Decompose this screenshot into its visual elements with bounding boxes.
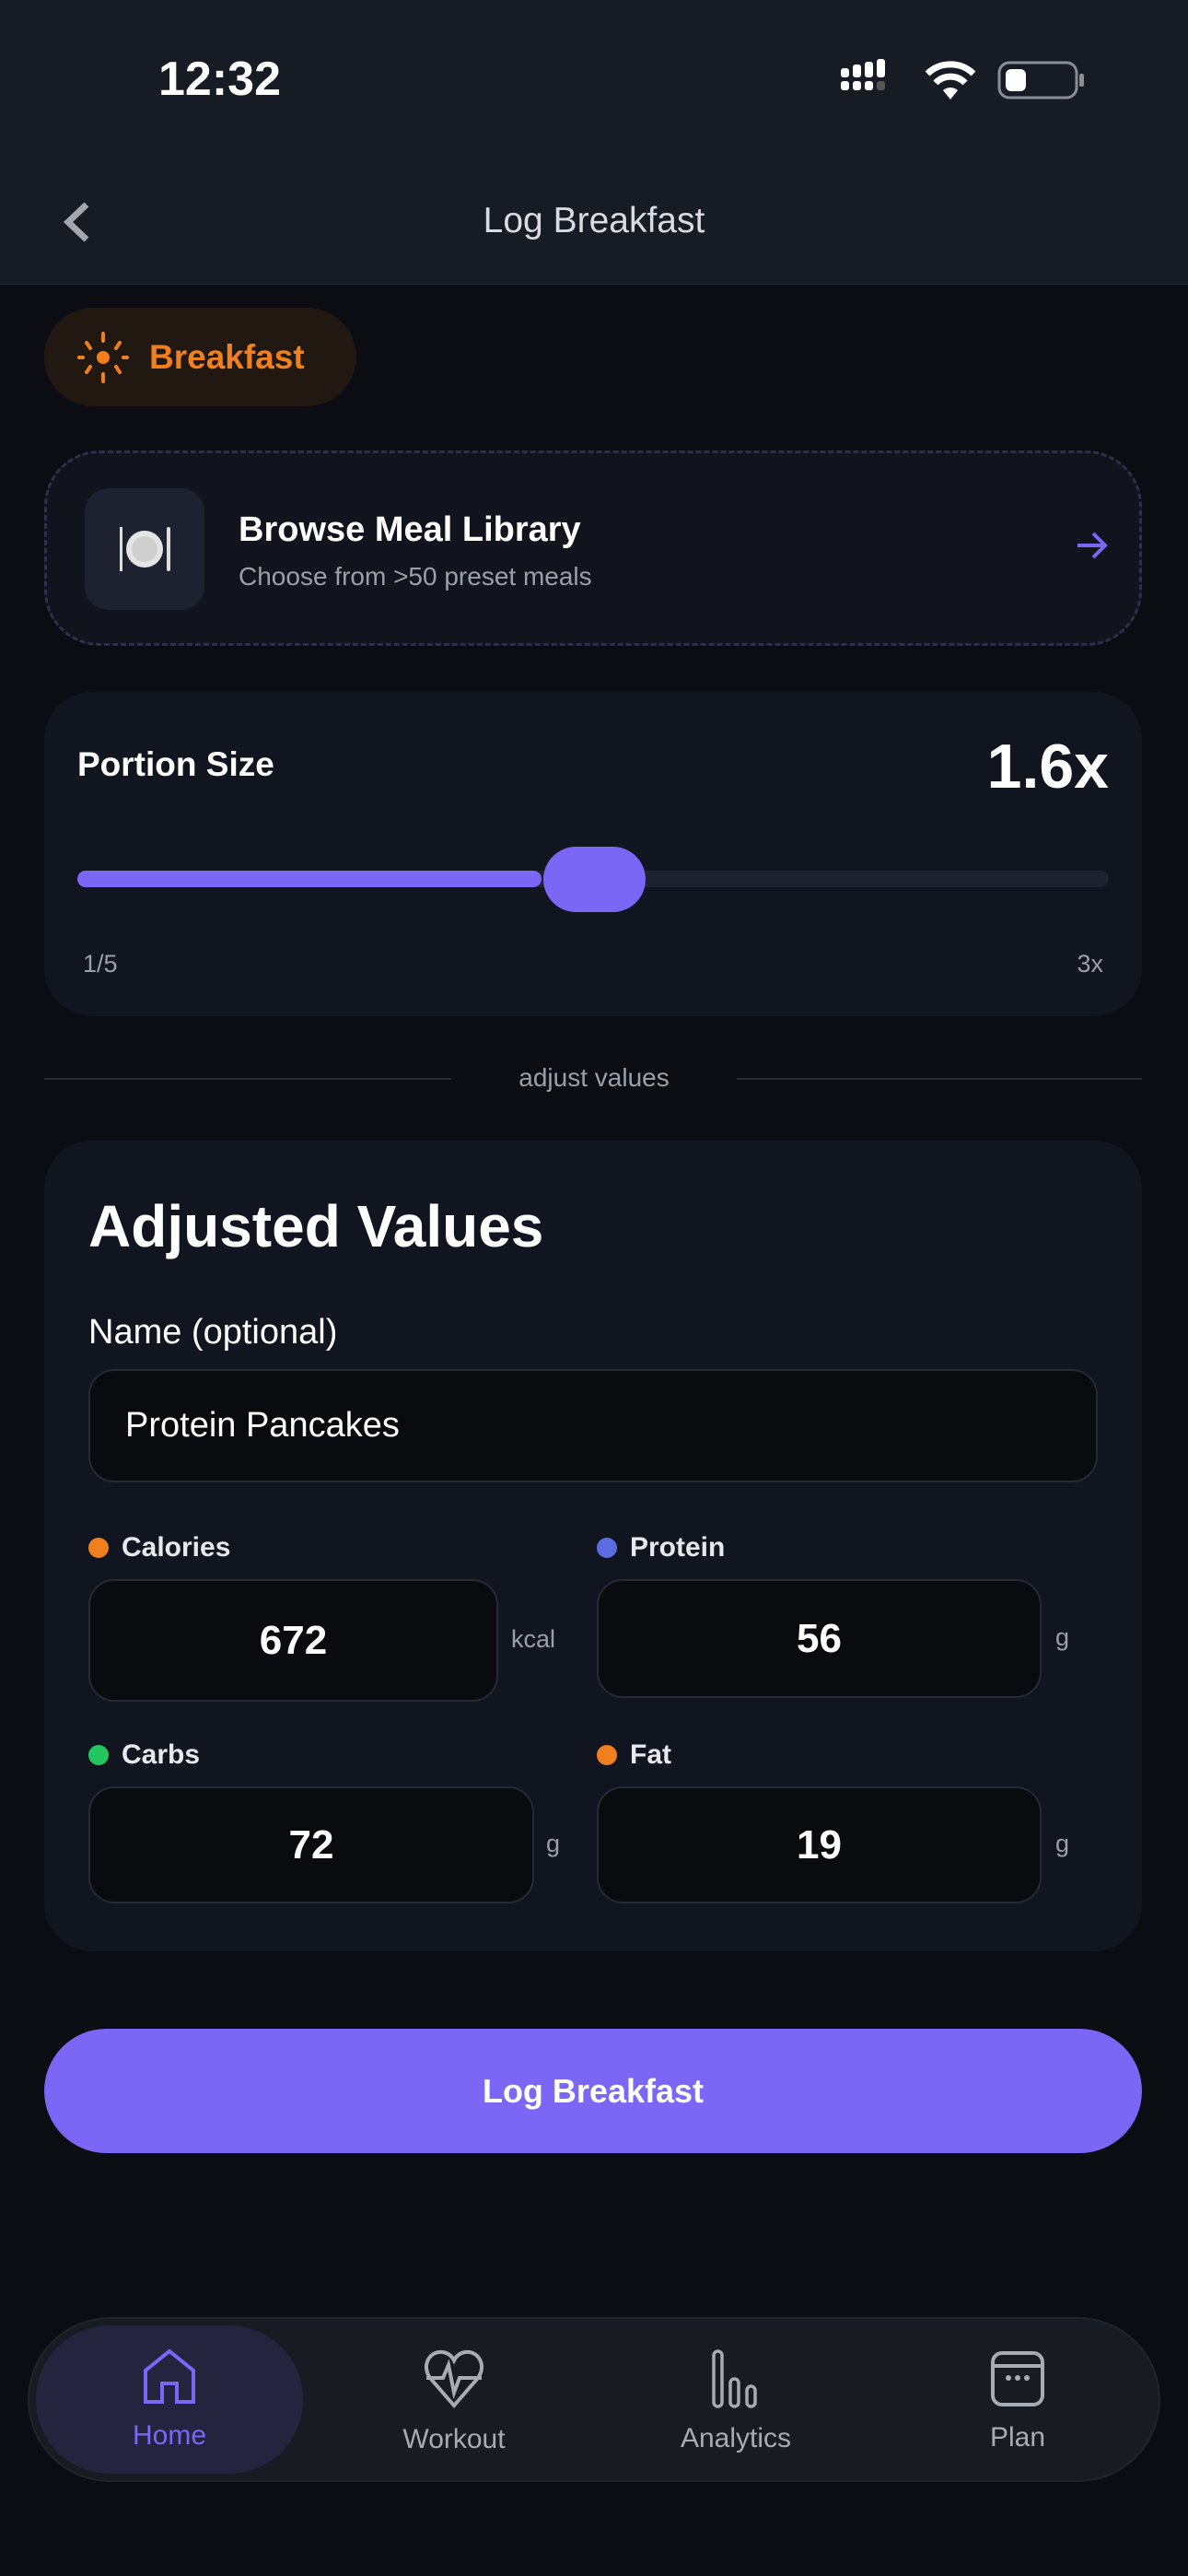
carbs-input[interactable]: 72 bbox=[88, 1786, 534, 1903]
protein-label: Protein bbox=[597, 1532, 725, 1563]
carbs-unit: g bbox=[546, 1830, 561, 1857]
browse-subtitle: Choose from >50 preset meals bbox=[239, 562, 592, 591]
fat-input[interactable]: 19 bbox=[597, 1786, 1042, 1903]
log-breakfast-button[interactable]: Log Breakfast bbox=[44, 2029, 1142, 2153]
top-header: 12:32 Log Breakfast bbox=[0, 0, 1188, 285]
name-input[interactable]: Protein Pancakes bbox=[88, 1369, 1098, 1482]
adjusted-title: Adjusted Values bbox=[88, 1193, 544, 1259]
slider-fill bbox=[77, 871, 542, 887]
adjusted-values-card: Adjusted Values Name (optional) Protein … bbox=[44, 1141, 1142, 1951]
battery-icon bbox=[997, 61, 1086, 104]
nav-workout-label: Workout bbox=[402, 2423, 506, 2454]
nav-analytics[interactable]: Analytics bbox=[602, 2319, 869, 2484]
divider-line bbox=[737, 1078, 1142, 1080]
carbs-label-text: Carbs bbox=[122, 1739, 201, 1770]
slider-thumb[interactable] bbox=[543, 847, 646, 912]
meal-type-label: Breakfast bbox=[149, 337, 305, 376]
signal-icon bbox=[841, 59, 903, 95]
page-title: Log Breakfast bbox=[483, 201, 705, 240]
wifi-icon bbox=[923, 59, 978, 104]
portion-label: Portion Size bbox=[77, 745, 274, 783]
heart-pulse-icon bbox=[425, 2349, 483, 2408]
meal-type-chip[interactable]: Breakfast bbox=[44, 308, 356, 406]
calories-input[interactable]: 672 bbox=[88, 1579, 498, 1702]
portion-size-card: Portion Size 1.6x 1/5 3x bbox=[44, 692, 1142, 1016]
browse-meal-library-card[interactable]: Browse Meal Library Choose from >50 pres… bbox=[44, 451, 1142, 646]
fat-label: Fat bbox=[597, 1739, 671, 1771]
analytics-icon bbox=[712, 2348, 757, 2408]
protein-unit: g bbox=[1055, 1623, 1070, 1651]
fat-dot bbox=[597, 1745, 617, 1765]
divider-line bbox=[44, 1078, 451, 1080]
protein-input[interactable]: 56 bbox=[597, 1579, 1042, 1698]
calories-unit: kcal bbox=[511, 1625, 556, 1653]
calories-label-text: Calories bbox=[122, 1532, 231, 1563]
name-label: Name (optional) bbox=[88, 1313, 338, 1352]
arrow-right-icon bbox=[1075, 529, 1110, 567]
nav-plan[interactable]: Plan bbox=[884, 2319, 1151, 2484]
calories-dot bbox=[88, 1538, 109, 1558]
slider-min-label: 1/5 bbox=[83, 950, 118, 978]
plate-icon bbox=[85, 488, 204, 610]
bottom-nav: Home Workout Analytics Plan bbox=[28, 2317, 1160, 2482]
protein-label-text: Protein bbox=[630, 1532, 726, 1563]
slider-max-label: 3x bbox=[1077, 950, 1103, 978]
back-button[interactable] bbox=[61, 201, 92, 248]
nav-analytics-label: Analytics bbox=[680, 2422, 792, 2453]
nav-plan-label: Plan bbox=[989, 2421, 1046, 2453]
nav-home[interactable]: Home bbox=[36, 2325, 303, 2474]
divider-label: adjust values bbox=[518, 1063, 670, 1092]
protein-dot bbox=[597, 1538, 617, 1558]
nav-home-label: Home bbox=[132, 2419, 207, 2451]
carbs-dot bbox=[88, 1745, 109, 1765]
calories-label: Calories bbox=[88, 1532, 230, 1563]
carbs-label: Carbs bbox=[88, 1739, 200, 1771]
sun-icon bbox=[77, 331, 129, 383]
fat-unit: g bbox=[1055, 1830, 1070, 1857]
fat-label-text: Fat bbox=[630, 1739, 671, 1770]
home-icon bbox=[144, 2348, 195, 2404]
plan-calendar-icon bbox=[991, 2350, 1044, 2406]
nav-workout[interactable]: Workout bbox=[320, 2319, 588, 2484]
browse-title: Browse Meal Library bbox=[239, 510, 581, 549]
status-time: 12:32 bbox=[158, 53, 281, 106]
portion-value: 1.6x bbox=[986, 732, 1109, 802]
